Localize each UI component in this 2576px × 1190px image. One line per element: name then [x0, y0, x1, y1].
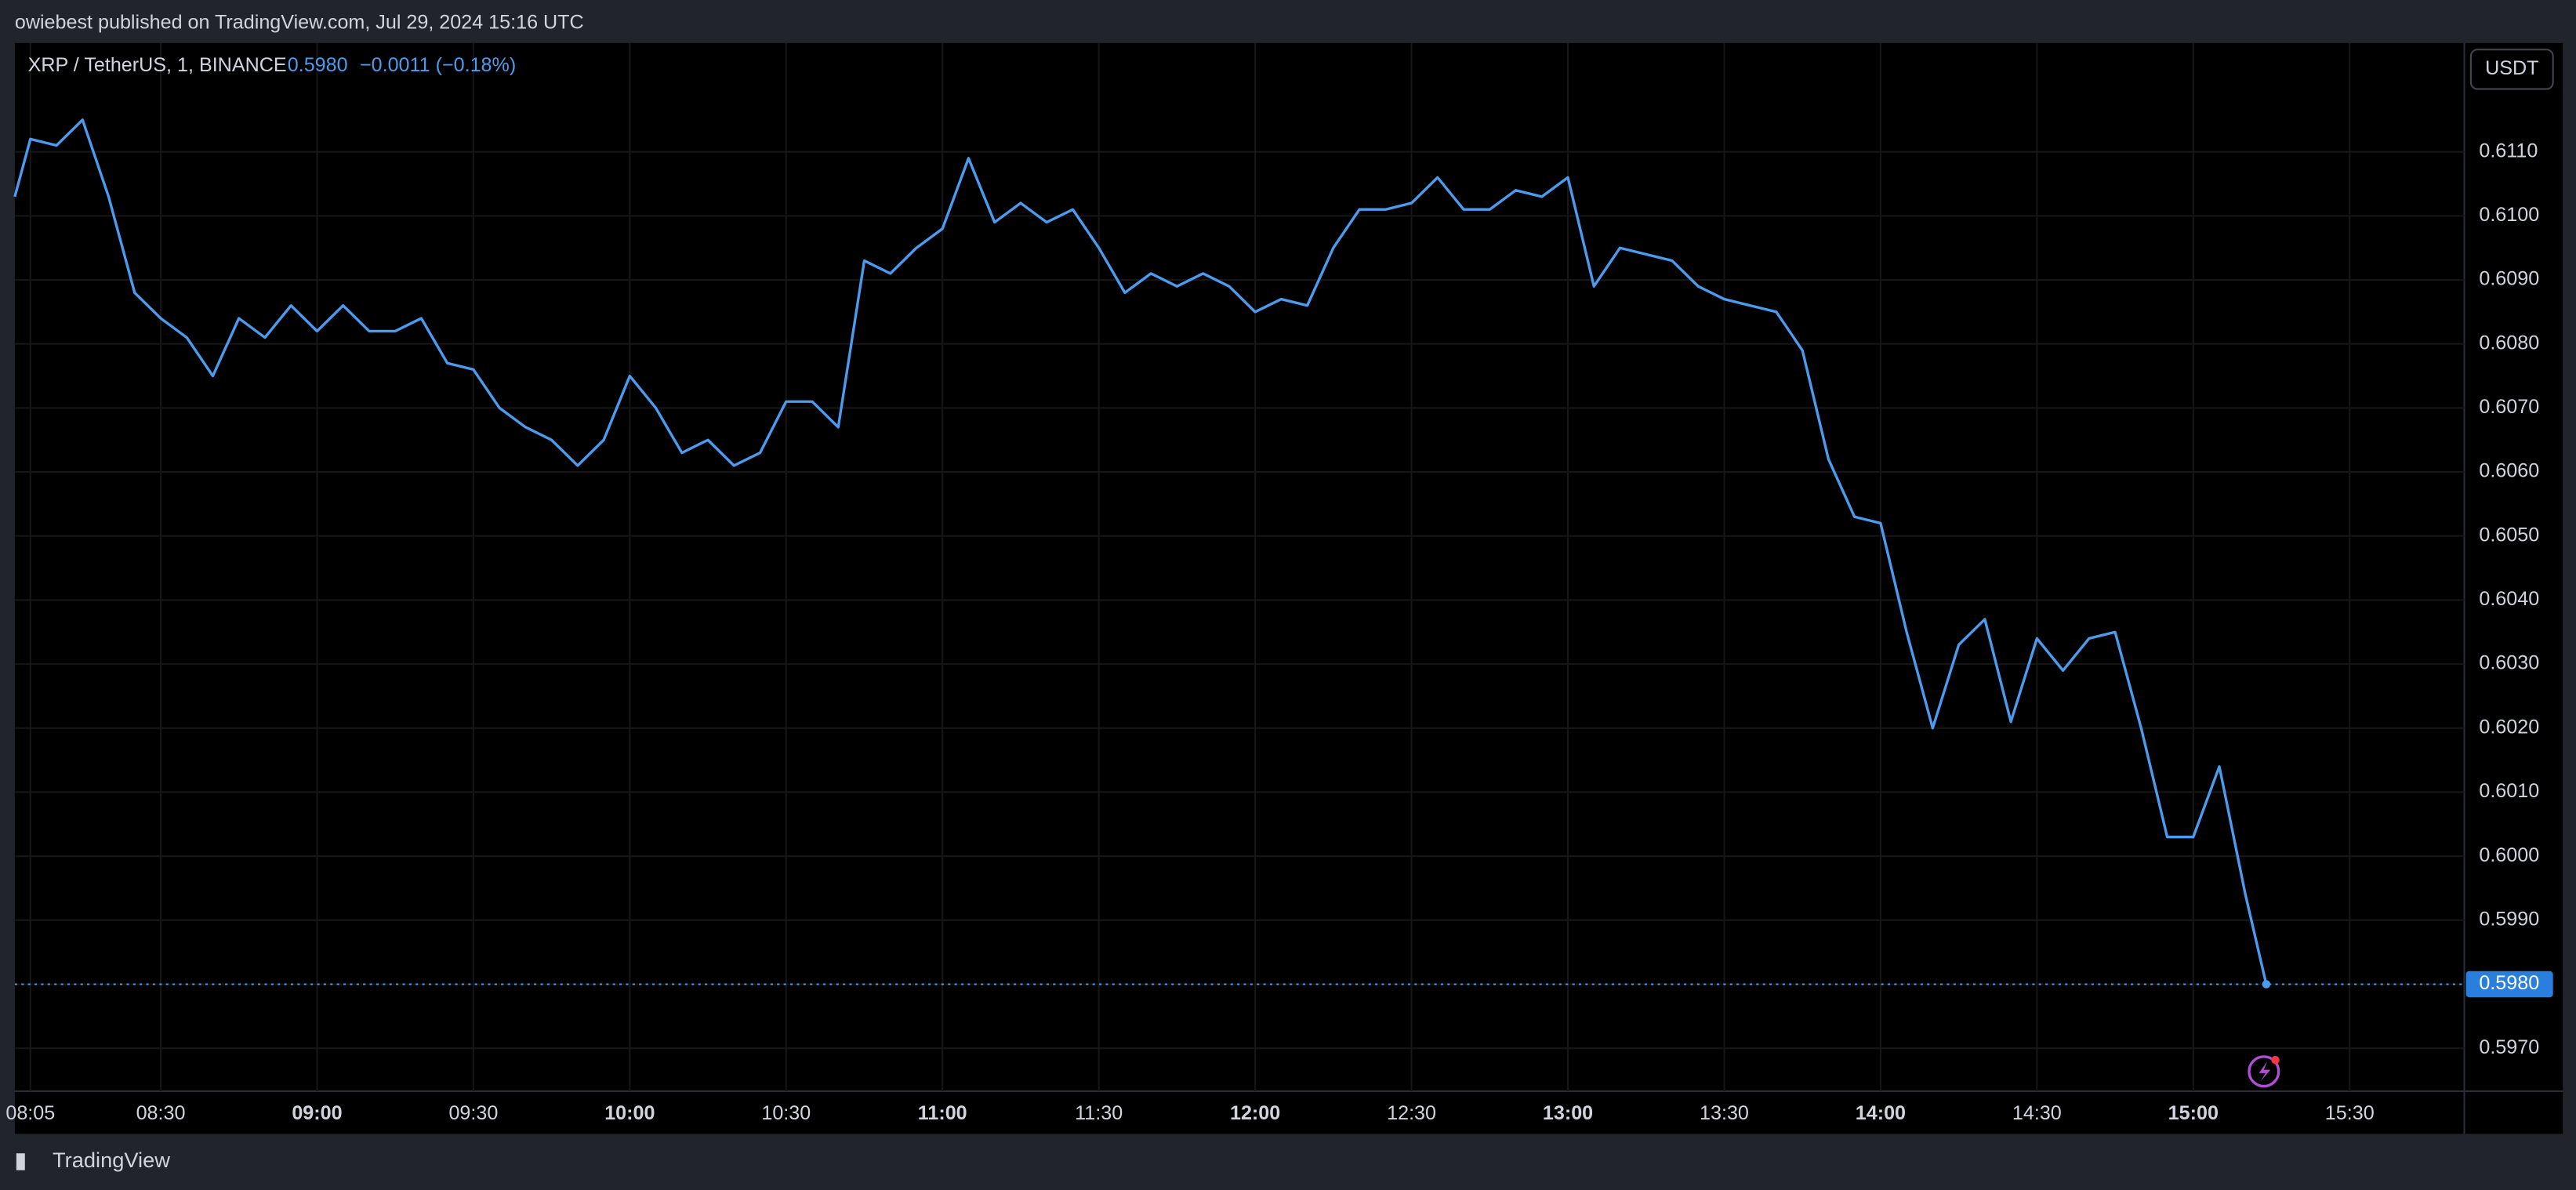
y-tick-label: 0.6070 [2479, 396, 2539, 418]
x-tick-label: 08:05 [5, 1102, 55, 1124]
footer-brand: TradingView [53, 1148, 170, 1172]
last-price-dot [2262, 980, 2271, 989]
y-tick-label: 0.6050 [2479, 524, 2539, 546]
alert-ring[interactable] [2248, 1055, 2280, 1088]
grid: 0.5970 0.5980 0.5990 0.6000 0.6010 0.6020 0.60… [5, 42, 2539, 1124]
x-tick-label: 11:00 [918, 1102, 967, 1124]
last-price-box [2465, 971, 2553, 998]
y-tick-label: 0.6110 [2479, 140, 2538, 161]
y-tick-label: 0.6000 [2479, 844, 2539, 866]
y-tick-label: 0.5990 [2479, 908, 2539, 930]
x-tick-label: 10:00 [604, 1102, 655, 1124]
y-tick-label: 0.6020 [2479, 716, 2539, 738]
last-price-label: 0.5980 [2479, 972, 2539, 994]
y-tick-label: 0.6010 [2479, 780, 2539, 802]
x-tick-label: 08:30 [136, 1102, 186, 1124]
plot-area [14, 42, 2465, 1134]
marks: 0.5980 [13, 118, 2553, 998]
x-tick-label: 13:30 [1700, 1102, 1749, 1124]
legend-symbol: XRP / TetherUS, 1, BINANCE [28, 54, 287, 76]
x-tick-label: 10:30 [761, 1102, 811, 1124]
x-tick-label: 09:30 [448, 1102, 498, 1124]
x-tick-label: 14:00 [1856, 1102, 1906, 1124]
y-tick-label: 0.6100 [2479, 204, 2539, 226]
legend-change: −0.0011 (−0.18%) [360, 54, 516, 76]
x-tick-label: 09:00 [292, 1102, 342, 1124]
x-tick-label: 11:30 [1075, 1102, 1123, 1124]
alert-bolt[interactable] [2259, 1061, 2271, 1082]
publish-header: owiebest published on TradingView.com, J… [15, 11, 584, 33]
x-tick-label: 12:00 [1230, 1102, 1280, 1124]
price-line [13, 118, 2268, 985]
y-tick-label: 0.6090 [2479, 268, 2539, 290]
legend-last: 0.5980 [288, 54, 348, 76]
price-axis [2464, 42, 2563, 1134]
y-tick-label: 0.5970 [2479, 1036, 2539, 1058]
y-tick-label: 0.6080 [2479, 332, 2539, 354]
x-tick-label: 14:30 [2012, 1102, 2062, 1124]
currency-button[interactable] [2469, 49, 2554, 90]
x-tick-label: 15:30 [2325, 1102, 2375, 1124]
y-tick-label: 0.6040 [2479, 588, 2539, 610]
alert-icon[interactable] [2248, 1055, 2280, 1088]
y-tick-label: 0.6030 [2479, 652, 2539, 674]
alert-dot[interactable] [2271, 1055, 2280, 1065]
x-tick-label: 13:00 [1543, 1102, 1593, 1124]
x-tick-label: 12:30 [1387, 1102, 1436, 1124]
footer-logo: ▮ [15, 1148, 27, 1172]
x-tick-label: 15:00 [2168, 1102, 2219, 1124]
currency-label[interactable]: USDT [2485, 57, 2538, 79]
y-tick-label: 0.6060 [2479, 460, 2539, 482]
